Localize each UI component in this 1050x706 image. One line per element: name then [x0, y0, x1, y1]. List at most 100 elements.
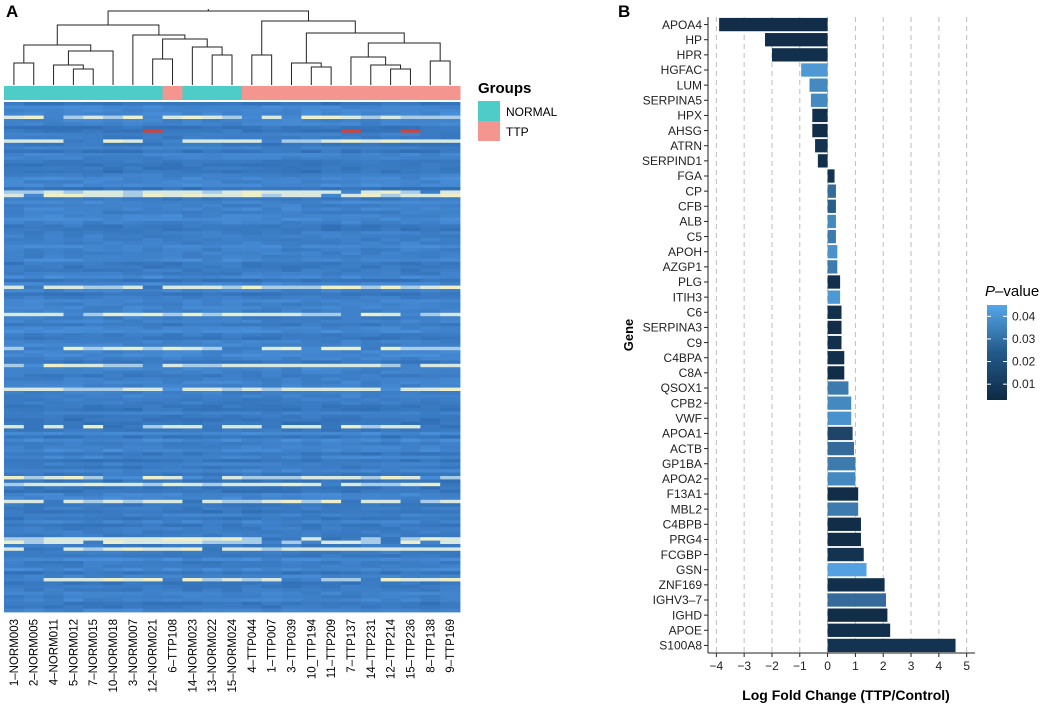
heatmap-cell — [43, 414, 64, 419]
heatmap-cell — [4, 108, 25, 113]
heatmap-cell — [420, 176, 441, 181]
heatmap-cell — [43, 163, 64, 167]
heatmap-cell — [360, 557, 382, 562]
heatmap-cell — [142, 149, 164, 154]
heatmap-cell — [281, 146, 302, 150]
heatmap-cell — [281, 261, 302, 266]
heatmap-cell — [103, 272, 124, 276]
heatmap-cell — [103, 564, 124, 569]
heatmap-cell — [182, 122, 203, 127]
heatmap-cell — [281, 353, 302, 358]
heatmap-cell — [103, 119, 124, 123]
heatmap-cell — [420, 357, 441, 361]
heatmap-cell — [103, 336, 124, 341]
dendrogram-branch — [305, 32, 405, 63]
heatmap-cell — [341, 255, 362, 259]
heatmap-cell — [301, 350, 322, 354]
heatmap-cell — [341, 258, 362, 263]
heatmap-cell — [23, 180, 45, 184]
heatmap-cell — [142, 224, 164, 229]
heatmap-cell — [43, 394, 64, 399]
heatmap-cell — [301, 547, 322, 552]
heatmap-cell — [400, 561, 421, 565]
heatmap-cell — [420, 306, 441, 310]
heatmap-cell — [4, 302, 25, 307]
heatmap-cell — [103, 224, 124, 229]
heatmap-cell — [321, 340, 342, 344]
heatmap-cell — [4, 496, 25, 501]
heatmap-cell — [83, 333, 104, 337]
heatmap-cell — [360, 163, 382, 167]
heatmap-cell — [4, 506, 25, 511]
heatmap-cell — [321, 323, 342, 327]
heatmap-cell — [103, 510, 124, 514]
heatmap-cell — [103, 394, 124, 399]
heatmap-cell — [103, 265, 124, 269]
heatmap-cell — [23, 221, 45, 225]
heatmap-cell — [142, 170, 164, 174]
heatmap-cell — [222, 289, 243, 293]
heatmap-cell — [281, 571, 302, 575]
heatmap-cell — [103, 180, 124, 184]
heatmap-cell — [380, 255, 401, 259]
heatmap-cell — [103, 584, 124, 589]
heatmap-cell — [4, 397, 25, 402]
heatmap-cell — [43, 363, 64, 368]
heatmap-cell — [321, 503, 342, 507]
heatmap-cell — [341, 265, 362, 269]
heatmap-cell — [321, 414, 342, 419]
heatmap-cell — [222, 554, 243, 558]
heatmap-cell — [43, 595, 64, 599]
heatmap-cell — [440, 496, 461, 501]
heatmap-cell — [321, 272, 342, 276]
heatmap-cell — [341, 523, 362, 528]
heatmap-cell — [420, 353, 441, 358]
heatmap-cell — [83, 370, 104, 375]
heatmap-cell — [122, 476, 144, 480]
heatmap-cell — [380, 326, 401, 331]
heatmap-cell — [202, 265, 223, 269]
heatmap-cell — [241, 581, 263, 586]
heatmap-cell — [360, 217, 382, 222]
heatmap-cell — [281, 557, 302, 562]
heatmap-cell — [4, 442, 25, 446]
heatmap-cell — [440, 598, 461, 603]
heatmap-cell — [420, 544, 441, 548]
group-cell-normal — [63, 86, 84, 100]
heatmap-cell — [321, 567, 342, 572]
heatmap-cell — [142, 255, 164, 259]
heatmap-cell — [261, 340, 282, 344]
bar-alb — [827, 214, 836, 229]
heatmap-cell — [400, 272, 421, 276]
heatmap-cell — [182, 268, 203, 273]
sample-label: 1–TTP007 — [267, 619, 279, 673]
heatmap-cell — [261, 146, 282, 150]
heatmap-cell — [83, 156, 104, 161]
heatmap-cell — [103, 248, 124, 252]
heatmap-cell — [301, 333, 322, 337]
heatmap-cell — [321, 428, 342, 433]
heatmap-cell — [341, 469, 362, 473]
heatmap-cell — [281, 187, 302, 191]
heatmap-cell — [182, 183, 203, 188]
gene-label: SERPINA3 — [643, 321, 703, 335]
heatmap-cell — [103, 251, 124, 256]
heatmap-cell — [43, 187, 64, 191]
heatmap-cell — [122, 136, 144, 140]
heatmap-cell — [380, 333, 401, 337]
heatmap-cell — [182, 452, 203, 456]
sample-label: 10–NORM018 — [108, 619, 120, 693]
heatmap-cell — [281, 431, 302, 436]
heatmap-cell — [142, 588, 164, 592]
heatmap-cell — [83, 265, 104, 269]
heatmap-cell — [440, 445, 461, 450]
heatmap-cell — [142, 122, 164, 127]
heatmap-cell — [122, 377, 144, 382]
heatmap-cell — [182, 493, 203, 497]
heatmap-cell — [4, 238, 25, 242]
heatmap-cell — [281, 554, 302, 558]
heatmap-cell — [301, 323, 322, 327]
heatmap-cell — [360, 438, 382, 443]
heatmap-cell — [222, 224, 243, 229]
heatmap-cell — [261, 149, 282, 154]
